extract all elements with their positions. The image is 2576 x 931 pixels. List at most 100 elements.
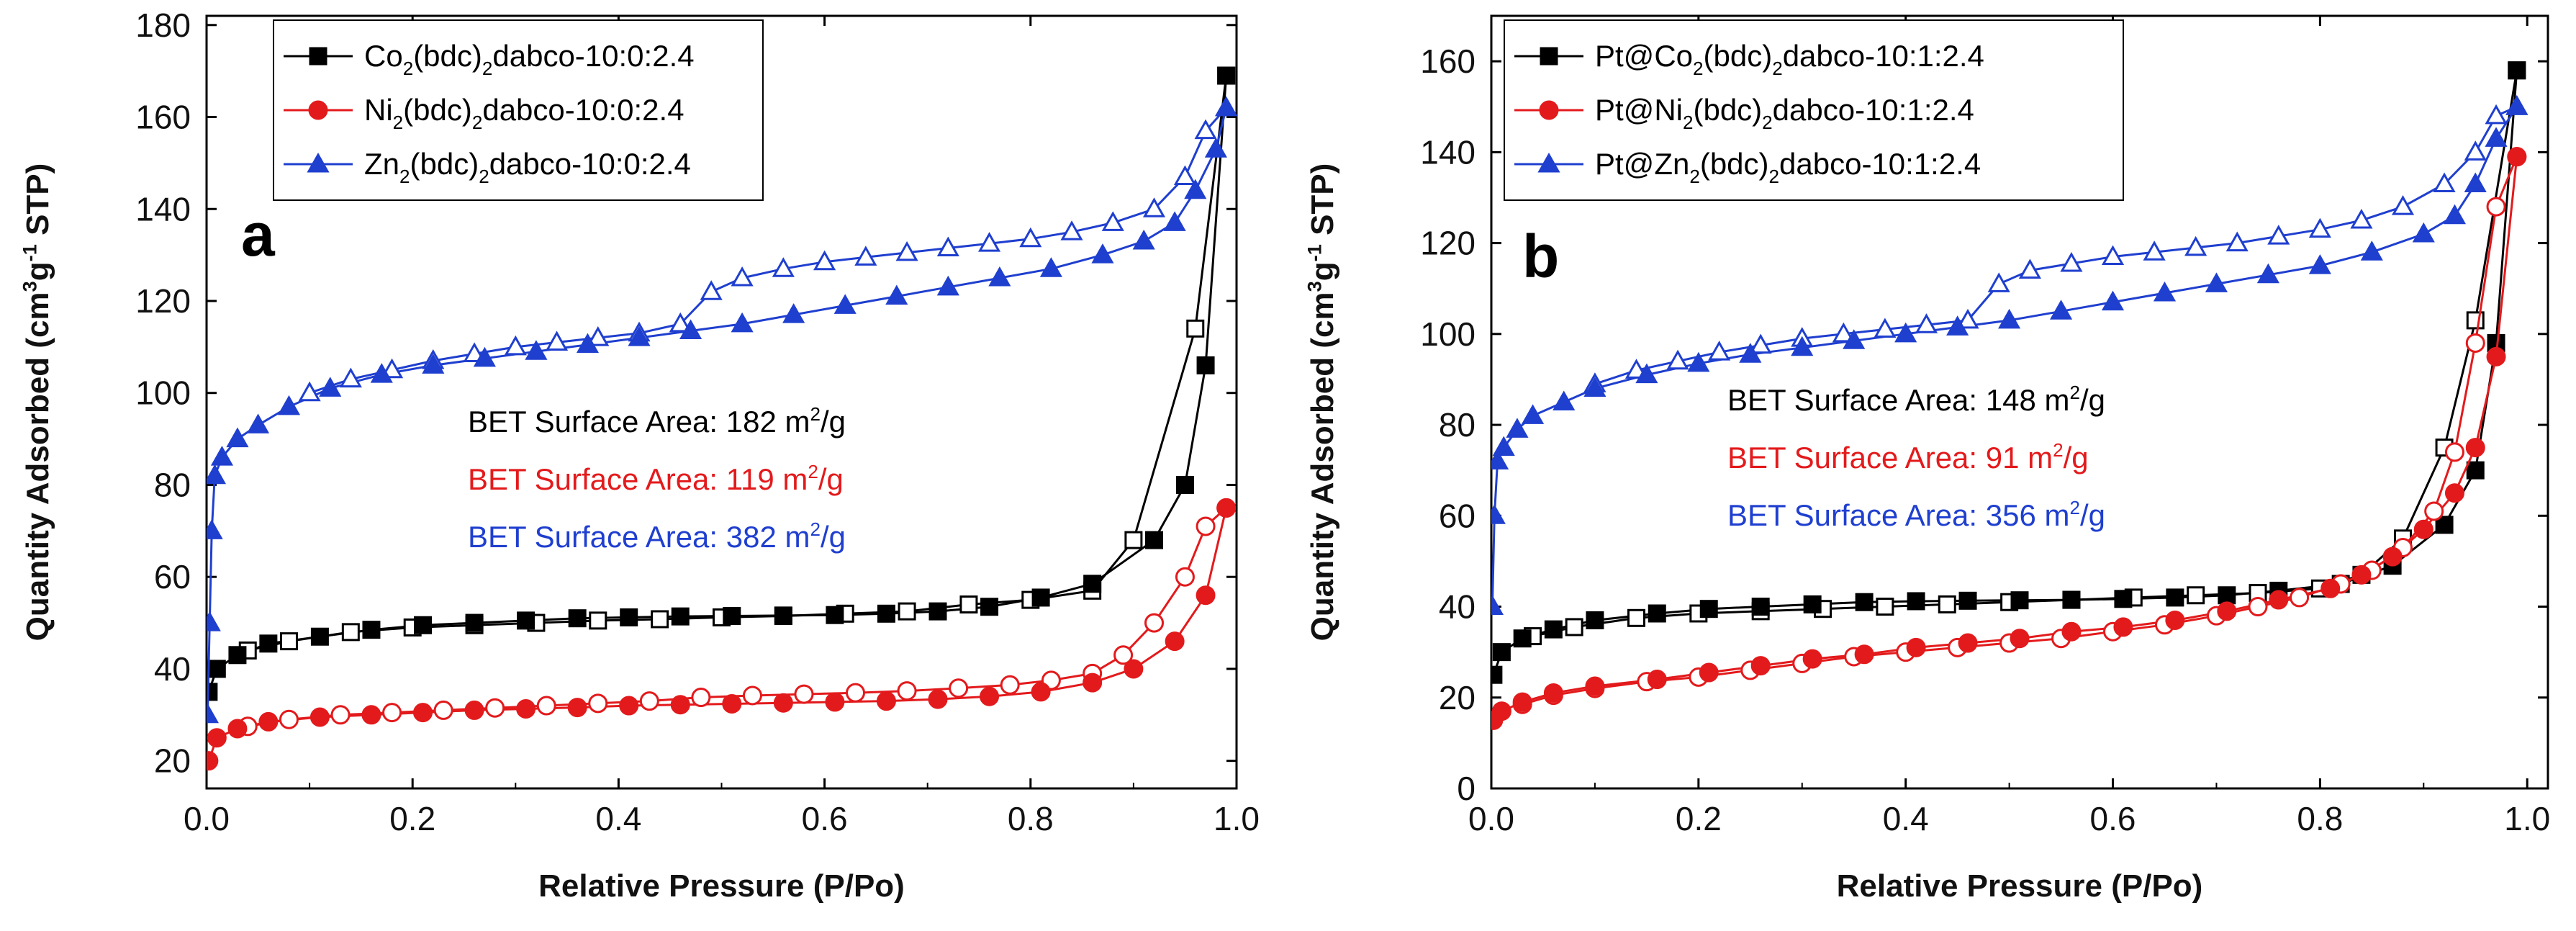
desorption-point xyxy=(1876,598,1894,616)
x-tick-label: 0.4 xyxy=(595,800,641,837)
y-tick-label: 120 xyxy=(1420,225,1475,262)
text-part: dabco-10:0:2.4 xyxy=(482,93,684,127)
adsorption-point xyxy=(1553,390,1576,410)
desorption-point xyxy=(2391,195,2415,215)
desorption-point xyxy=(2248,597,2268,617)
text-part: 2 xyxy=(1769,166,1779,187)
legend-entry: Pt@Zn2(bdc)2dabco-10:1:2.4 xyxy=(1595,147,1981,187)
bet-annotation: BET Surface Area: 119 m2/g xyxy=(468,461,844,496)
text-part: 2 xyxy=(403,58,413,79)
text-part: g xyxy=(1305,261,1340,281)
adsorption-point xyxy=(319,377,342,397)
text-part: 2 xyxy=(1689,166,1699,187)
desorption-point xyxy=(2018,258,2041,279)
y-tick-label: 100 xyxy=(135,374,191,412)
legend: Pt@Co2(bdc)2dabco-10:1:2.4Pt@Ni2(bdc)2da… xyxy=(1504,19,2124,201)
legend-box xyxy=(1504,19,2124,201)
adsorption-point xyxy=(825,692,845,712)
adsorption-point xyxy=(576,333,600,354)
text-part: Quantity Adsorbed (cm xyxy=(20,292,55,641)
adsorption-point xyxy=(1184,179,1207,199)
y-tick-label: 160 xyxy=(135,99,191,136)
x-tick-label: 0.6 xyxy=(2090,800,2136,837)
adsorption-point xyxy=(1544,620,1563,639)
adsorption-point xyxy=(1906,637,1926,657)
y-tick-label: 80 xyxy=(154,466,191,503)
text-part: (bdc) xyxy=(1693,93,1762,127)
adsorption-point xyxy=(1855,593,1874,611)
adsorption-point xyxy=(414,616,433,634)
desorption-point xyxy=(1938,595,1956,613)
text-part: /g xyxy=(818,462,844,496)
desorption-point xyxy=(2466,311,2485,330)
adsorption-point xyxy=(2360,240,2383,261)
series-square xyxy=(207,66,1236,701)
adsorption-point xyxy=(2508,61,2526,80)
panel-letter: a xyxy=(241,201,276,269)
bet-annotation: BET Surface Area: 182 m2/g xyxy=(468,403,846,438)
adsorption-point xyxy=(362,621,381,639)
desorption-point xyxy=(1956,308,1979,329)
adsorption-point xyxy=(207,519,223,539)
text-part: BET Surface Area: 91 m xyxy=(1727,441,2053,475)
desorption-point xyxy=(2433,172,2456,193)
desorption-point xyxy=(1627,608,1645,627)
adsorption-point xyxy=(207,660,226,678)
x-tick-label: 0.8 xyxy=(1008,800,1054,837)
desorption-point xyxy=(691,688,711,708)
adsorption-point xyxy=(2010,629,2030,649)
text-part: BET Surface Area: 382 m xyxy=(468,520,810,554)
adsorption-point xyxy=(1031,682,1051,702)
text-part: /g xyxy=(2064,441,2089,475)
desorption-point xyxy=(813,250,836,271)
x-tick-label: 0.0 xyxy=(1468,800,1514,837)
adsorption-point xyxy=(1648,604,1666,623)
desorption-point xyxy=(977,232,1001,252)
desorption-point xyxy=(2267,225,2290,245)
adsorption-point xyxy=(2218,586,2236,605)
y-tick-label: 120 xyxy=(135,282,191,320)
desorption-point xyxy=(1194,119,1217,140)
adsorption-point xyxy=(833,294,857,314)
adsorption-point xyxy=(876,691,896,711)
text-part: BET Surface Area: 119 m xyxy=(468,462,808,496)
text-part: 2 xyxy=(472,112,482,133)
adsorption-point xyxy=(1583,377,1606,397)
desorption-point xyxy=(1196,516,1216,536)
y-tick-label: 180 xyxy=(135,6,191,44)
desorption-point xyxy=(895,240,918,261)
adsorption-point xyxy=(2166,588,2184,607)
adsorption-point xyxy=(1165,631,1185,652)
desorption-point xyxy=(1113,645,1134,665)
adsorption-point xyxy=(1506,418,1529,438)
adsorption-point xyxy=(723,606,741,625)
panel-letter: b xyxy=(1522,222,1559,290)
adsorption-point xyxy=(1204,138,1227,158)
adsorption-point xyxy=(2382,547,2403,567)
text-part: (bdc) xyxy=(403,93,472,127)
adsorption-point xyxy=(258,711,279,732)
adsorption-point xyxy=(1491,701,1511,721)
adsorption-point xyxy=(2165,610,2185,630)
adsorption-point xyxy=(1958,633,1978,653)
adsorption-point xyxy=(309,707,330,727)
adsorption-point xyxy=(568,609,587,628)
text-part: Ni xyxy=(364,93,393,127)
adsorption-point xyxy=(2269,590,2289,610)
adsorption-point xyxy=(1491,504,1506,524)
adsorption-point xyxy=(2113,617,2133,637)
adsorption-point xyxy=(2444,483,2464,503)
desorption-point xyxy=(279,709,299,729)
adsorption-point xyxy=(226,427,249,448)
desorption-point xyxy=(898,602,916,621)
adsorption-point xyxy=(2505,95,2528,115)
plot-area xyxy=(207,66,1238,771)
bet-annotation: BET Surface Area: 382 m2/g xyxy=(468,518,846,554)
text-part: 2 xyxy=(808,461,818,482)
adsorption-point xyxy=(370,363,393,383)
adsorption-point xyxy=(1586,611,1604,629)
adsorption-point xyxy=(1492,436,1515,456)
desorption-point xyxy=(731,266,754,287)
desorption-point xyxy=(2308,217,2331,238)
desorption-point xyxy=(846,683,866,703)
